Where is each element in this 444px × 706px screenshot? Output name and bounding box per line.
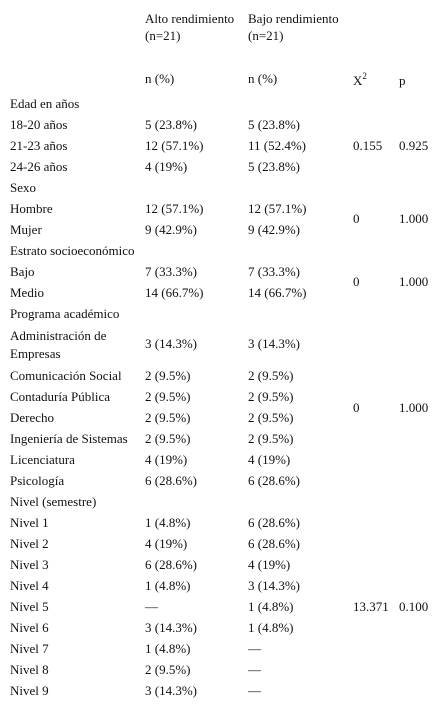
row-label: Nivel 1 [10,515,49,530]
row-label: Programa académico [10,306,120,321]
cell-alto: 4 (19%) [145,452,188,467]
chi-square-value: 0 [353,211,360,226]
row-label: Nivel 9 [10,683,49,698]
cell-bajo: 1 (4.8%) [248,599,294,614]
row-label: Nivel 8 [10,662,49,677]
cell-bajo: 1 (4.8%) [248,620,294,635]
cell-bajo: 12 (57.1%) [248,201,307,216]
header-bajo-rendimiento: Bajo rendimiento (n=21) [248,11,339,43]
row-label: Sexo [10,180,36,195]
row-label: Mujer [10,222,42,237]
row-label: 18-20 años [10,117,68,132]
row-label: Nivel 4 [10,578,49,593]
row-label: Nivel 3 [10,557,49,572]
header-alto-rendimiento: Alto rendimiento (n=21) [145,11,235,43]
cell-alto: 3 (14.3%) [145,620,197,635]
p-value: 0.100 [399,599,429,614]
row-label: Licenciatura [10,452,75,467]
row-label: 24-26 años [10,159,68,174]
cell-bajo: 9 (42.9%) [248,222,300,237]
cell-bajo: 5 (23.8%) [248,159,300,174]
cell-alto: 3 (14.3%) [145,683,197,698]
cell-alto: 2 (9.5%) [145,431,191,446]
cell-bajo: 2 (9.5%) [248,389,294,404]
row-label: Hombre [10,201,53,216]
header-chi-square: X2 [353,71,367,89]
row-label: 21-23 años [10,138,68,153]
cell-bajo: 5 (23.8%) [248,117,300,132]
cell-alto: 1 (4.8%) [145,578,191,593]
chi-square-value: 0 [353,400,360,415]
cell-alto: — [145,599,158,614]
cell-bajo: 2 (9.5%) [248,410,294,425]
p-value: 1.000 [399,274,429,289]
row-label: Contaduría Pública [10,389,111,404]
cell-alto: 4 (19%) [145,159,188,174]
cell-bajo: 4 (19%) [248,557,291,572]
cell-alto: 9 (42.9%) [145,222,197,237]
cell-alto: 2 (9.5%) [145,662,191,677]
chi-square-value: 0.155 [353,138,383,153]
cell-alto: 2 (9.5%) [145,368,191,383]
header-p: p [399,73,406,88]
cell-bajo: 3 (14.3%) [248,336,300,351]
p-value: 1.000 [399,211,429,226]
row-label: Bajo [10,264,35,279]
row-label: Nivel (semestre) [10,494,97,509]
row-label: Medio [10,285,44,300]
row-label: Nivel 5 [10,599,49,614]
row-label: Edad en años [10,96,80,111]
cell-bajo: 11 (52.4%) [248,138,307,153]
row-label: Ingeniería de Sistemas [10,431,128,446]
header-n-pct-alto: n (%) [145,71,175,86]
cell-bajo: — [248,641,261,656]
chi-square-value: 0 [353,274,360,289]
cell-bajo: — [248,662,261,677]
cell-bajo: 7 (33.3%) [248,264,300,279]
cell-bajo: 3 (14.3%) [248,578,300,593]
cell-bajo: 2 (9.5%) [248,368,294,383]
cell-alto: 2 (9.5%) [145,410,191,425]
cell-bajo: — [248,683,261,698]
row-label: Psicología [10,473,65,488]
row-label: Comunicación Social [10,368,122,383]
cell-bajo: 6 (28.6%) [248,536,300,551]
cell-alto: 3 (14.3%) [145,336,197,351]
header-n-pct-bajo: n (%) [248,71,278,86]
row-label: Nivel 2 [10,536,49,551]
cell-bajo: 14 (66.7%) [248,285,307,300]
row-label: Nivel 6 [10,620,49,635]
cell-alto: 1 (4.8%) [145,641,191,656]
row-label: Administración de Empresas [10,328,107,361]
p-value: 1.000 [399,400,429,415]
row-label: Derecho [10,410,55,425]
row-label: Estrato socioeconómico [10,243,135,258]
cell-bajo: 6 (28.6%) [248,473,300,488]
cell-alto: 14 (66.7%) [145,285,204,300]
cell-alto: 6 (28.6%) [145,557,197,572]
cell-alto: 12 (57.1%) [145,138,204,153]
cell-alto: 5 (23.8%) [145,117,197,132]
cell-alto: 6 (28.6%) [145,473,197,488]
cell-alto: 12 (57.1%) [145,201,204,216]
p-value: 0.925 [399,138,429,153]
cell-alto: 7 (33.3%) [145,264,197,279]
chi-square-value: 13.371 [353,599,389,614]
cell-bajo: 2 (9.5%) [248,431,294,446]
cell-alto: 1 (4.8%) [145,515,191,530]
cell-bajo: 4 (19%) [248,452,291,467]
cell-alto: 4 (19%) [145,536,188,551]
row-label: Nivel 7 [10,641,49,656]
cell-bajo: 6 (28.6%) [248,515,300,530]
cell-alto: 2 (9.5%) [145,389,191,404]
